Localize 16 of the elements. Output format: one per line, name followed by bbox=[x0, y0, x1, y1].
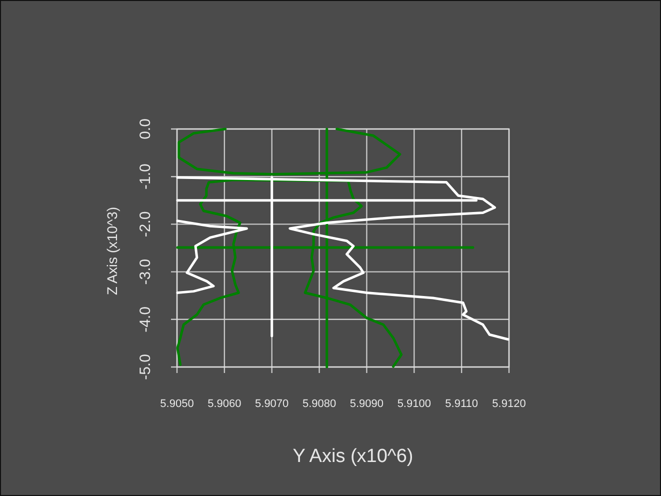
x-tick-label: 5.9070 bbox=[255, 398, 289, 410]
y-tick-label: -4.0 bbox=[137, 306, 154, 332]
y-tick-label: -5.0 bbox=[137, 354, 154, 380]
x-tick-label: 5.9080 bbox=[302, 398, 336, 410]
x-tick-label: 5.9120 bbox=[492, 398, 526, 410]
y-tick-label: -1.0 bbox=[137, 164, 154, 190]
y-tick-label: -3.0 bbox=[137, 258, 154, 285]
y-tick-label: -2.0 bbox=[137, 211, 154, 238]
x-tick-label: 5.9100 bbox=[397, 398, 431, 410]
y-tick-label: 0.0 bbox=[137, 118, 154, 140]
x-tick-label: 5.9090 bbox=[350, 398, 384, 410]
x-tick-label: 5.9050 bbox=[160, 398, 194, 410]
x-tick-label: 5.9110 bbox=[445, 398, 478, 410]
y-axis-title: Z Axis (x10^3) bbox=[104, 206, 120, 296]
x-axis-title: Y Axis (x10^6) bbox=[292, 446, 414, 467]
x-tick-label: 5.9060 bbox=[208, 398, 242, 410]
